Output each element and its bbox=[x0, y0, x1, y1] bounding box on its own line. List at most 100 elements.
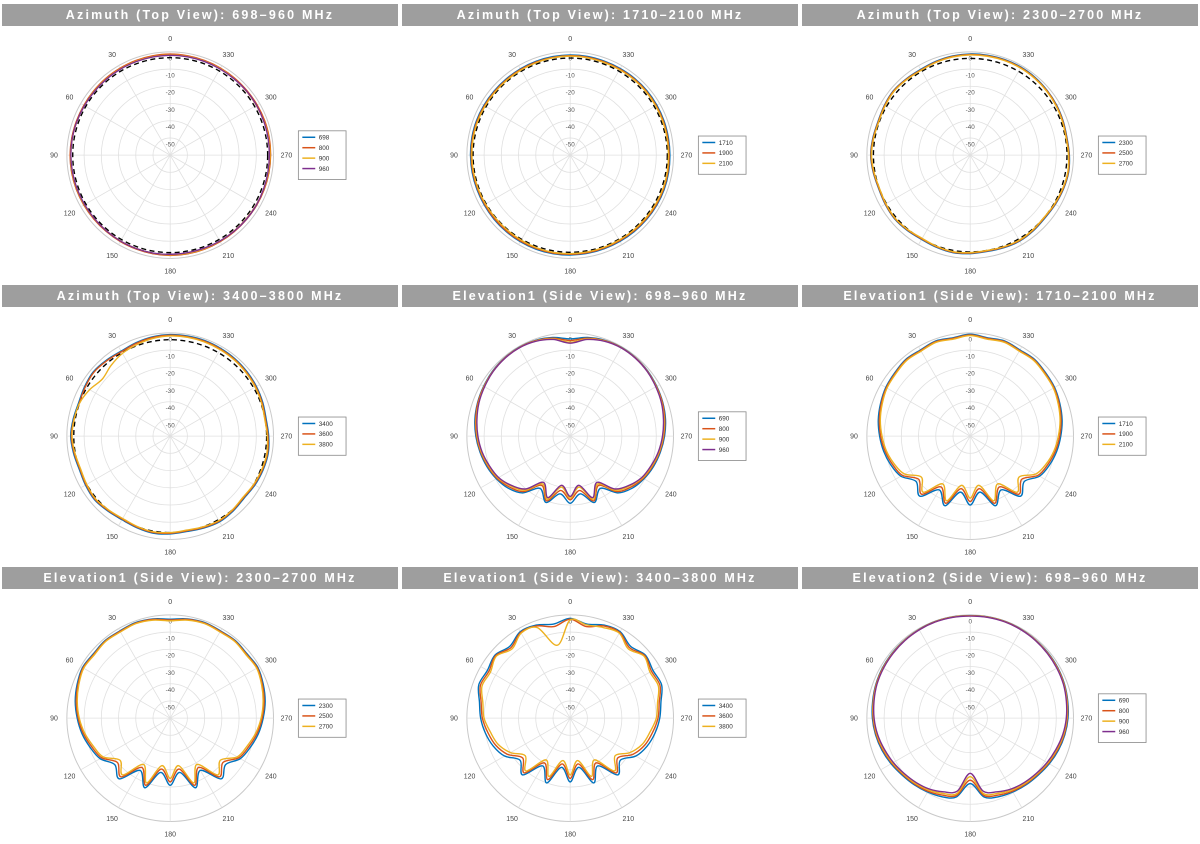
angle-tick-label: 210 bbox=[1023, 534, 1035, 541]
polar-chart-svg: 0 30 60 90 120 150 180 210 240 270 300 330 0 -10 -20 -3… bbox=[450, 318, 747, 557]
radial-tick-label: -30 bbox=[566, 670, 576, 677]
radial-tick-label: -50 bbox=[966, 704, 976, 711]
grid-spoke bbox=[480, 665, 571, 719]
grid-spoke bbox=[480, 154, 571, 208]
grid-spoke bbox=[169, 665, 260, 719]
radial-tick-label: -50 bbox=[166, 141, 176, 148]
legend: 2300 2500 2700 bbox=[1097, 135, 1147, 175]
polar-axes: 0 30 60 90 120 150 180 210 240 270 300 330 0 -10 -20 -3… bbox=[850, 599, 1092, 838]
angle-tick-label: 90 bbox=[450, 715, 458, 722]
angle-tick-label: 90 bbox=[450, 152, 458, 159]
polar-chart-svg: 0 30 60 90 120 150 180 210 240 270 300 330 0 -10 -20 -3… bbox=[850, 36, 1147, 276]
angle-tick-label: 120 bbox=[64, 211, 76, 218]
angle-tick-label: 300 bbox=[265, 376, 277, 383]
polar-axes: 0 30 60 90 120 150 180 210 240 270 300 330 0 -10 -20 -3… bbox=[450, 36, 692, 275]
polar-chart-svg: 0 30 60 90 120 150 180 210 240 270 300 330 0 -10 -20 -3… bbox=[450, 599, 747, 838]
panel-azimuth-698-960: Azimuth (Top View): 698–960 MHz 0 30 60 90 1… bbox=[0, 0, 400, 281]
grid-spoke bbox=[918, 628, 971, 719]
legend-label: 690 bbox=[1119, 697, 1130, 704]
angle-tick-label: 270 bbox=[681, 434, 693, 441]
chart-header: Elevation1 (Side View): 2300–2700 MHz bbox=[2, 566, 398, 589]
angle-tick-label: 210 bbox=[1023, 816, 1035, 823]
grid-spoke bbox=[169, 65, 223, 156]
radial-tick-label: -30 bbox=[566, 107, 576, 114]
legend-label: 900 bbox=[1119, 718, 1130, 725]
angle-tick-label: 0 bbox=[168, 36, 172, 43]
panel-elevation1-698-960: Elevation1 (Side View): 698–960 MHz 0 30 6… bbox=[400, 281, 800, 562]
series-trace-960 bbox=[476, 339, 665, 499]
angle-tick-label: 90 bbox=[50, 152, 58, 159]
polar-axes: 0 30 60 90 120 150 180 210 240 270 300 330 0 -10 -20 -3… bbox=[50, 318, 292, 557]
grid-spoke bbox=[918, 154, 971, 245]
grid-spoke bbox=[569, 103, 660, 156]
grid-spoke bbox=[569, 436, 623, 527]
grid-spoke bbox=[969, 103, 1060, 156]
legend-label: 800 bbox=[719, 426, 730, 433]
angle-tick-label: 0 bbox=[168, 318, 172, 325]
legend-label: 2300 bbox=[1119, 140, 1134, 147]
radial-tick-label: -10 bbox=[966, 354, 976, 361]
radial-tick-label: 0 bbox=[968, 337, 972, 344]
legend-label: 1710 bbox=[719, 140, 734, 147]
angle-tick-label: 60 bbox=[66, 94, 74, 101]
radial-tick-label: 0 bbox=[168, 618, 172, 625]
radial-tick-label: -20 bbox=[966, 90, 976, 97]
angle-tick-label: 240 bbox=[665, 492, 677, 499]
legend-box bbox=[1097, 693, 1147, 743]
legend-label: 3600 bbox=[719, 713, 734, 720]
legend-label: 2700 bbox=[1119, 161, 1134, 168]
radial-tick-label: -20 bbox=[166, 652, 176, 659]
angle-tick-label: 30 bbox=[108, 614, 116, 621]
radial-tick-label: -40 bbox=[566, 405, 576, 412]
angle-tick-label: 330 bbox=[623, 52, 635, 59]
legend-label: 1900 bbox=[1119, 432, 1134, 439]
angle-tick-label: 150 bbox=[106, 816, 118, 823]
radial-tick-label: -50 bbox=[566, 423, 576, 430]
chart-header: Elevation1 (Side View): 3400–3800 MHz bbox=[402, 566, 798, 589]
radial-tick-label: -10 bbox=[966, 635, 976, 642]
polar-chart-svg: 0 30 60 90 120 150 180 210 240 270 300 330 0 -10 -20 -3… bbox=[850, 599, 1147, 838]
legend-label: 3600 bbox=[319, 432, 334, 439]
chart-header: Azimuth (Top View): 3400–3800 MHz bbox=[2, 285, 398, 308]
polar-plot-area: 0 30 60 90 120 150 180 210 240 270 300 330 0 -10 -20 -3… bbox=[400, 26, 800, 281]
angle-tick-label: 300 bbox=[1065, 376, 1077, 383]
angle-tick-label: 210 bbox=[623, 816, 635, 823]
radial-tick-label: 0 bbox=[168, 337, 172, 344]
angle-tick-label: 90 bbox=[850, 152, 858, 159]
chart-header: Elevation2 (Side View): 698–960 MHz bbox=[802, 566, 1198, 589]
legend-label: 2300 bbox=[319, 702, 334, 709]
radial-tick-label: 0 bbox=[568, 337, 572, 344]
series-trace-3400 bbox=[477, 617, 663, 784]
radial-tick-label: -50 bbox=[966, 423, 976, 430]
radial-tick-label: -10 bbox=[566, 635, 576, 642]
angle-tick-label: 150 bbox=[506, 816, 518, 823]
grid-spoke bbox=[480, 103, 571, 156]
grid-spoke bbox=[80, 103, 171, 156]
radial-tick-label: -20 bbox=[966, 371, 976, 378]
panel-azimuth-1710-2100: Azimuth (Top View): 1710–2100 MHz 0 30 60 9… bbox=[400, 0, 800, 281]
radial-tick-label: -40 bbox=[966, 124, 976, 131]
angle-tick-label: 150 bbox=[506, 534, 518, 541]
grid-spoke bbox=[880, 384, 971, 437]
angle-tick-label: 270 bbox=[281, 152, 293, 159]
radial-tick-label: -30 bbox=[166, 388, 176, 395]
angle-tick-label: 60 bbox=[866, 94, 874, 101]
series-trace-2700 bbox=[870, 54, 1070, 254]
polar-axes: 0 30 60 90 120 150 180 210 240 270 300 330 0 -10 -20 -3… bbox=[850, 318, 1092, 557]
radial-tick-label: -40 bbox=[566, 687, 576, 694]
angle-tick-label: 30 bbox=[508, 52, 516, 59]
grid-spoke bbox=[880, 103, 971, 156]
angle-tick-label: 0 bbox=[168, 599, 172, 606]
angle-tick-label: 270 bbox=[1081, 434, 1093, 441]
polar-plot-area: 0 30 60 90 120 150 180 210 240 270 300 330 0 -10 -20 -3… bbox=[400, 589, 800, 844]
chart-title: Azimuth (Top View): 1710–2100 MHz bbox=[456, 8, 744, 22]
radial-tick-label: -10 bbox=[166, 354, 176, 361]
polar-axes: 0 30 60 90 120 150 180 210 240 270 300 330 0 -10 -20 -3… bbox=[50, 36, 292, 275]
angle-tick-label: 180 bbox=[564, 550, 576, 557]
angle-tick-label: 60 bbox=[466, 376, 474, 383]
radial-tick-label: 0 bbox=[968, 618, 972, 625]
angle-tick-label: 270 bbox=[281, 715, 293, 722]
grid-spoke bbox=[169, 103, 260, 156]
radial-tick-label: -40 bbox=[966, 405, 976, 412]
angle-tick-label: 120 bbox=[864, 492, 876, 499]
